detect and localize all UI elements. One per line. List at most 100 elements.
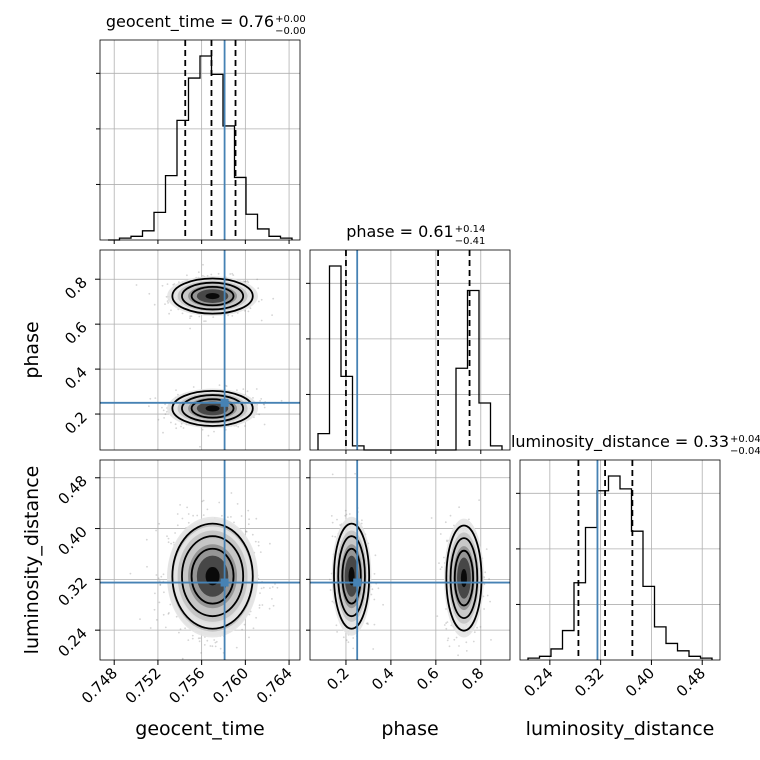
y-axis-label: phase xyxy=(21,321,43,378)
sample-point xyxy=(206,639,209,642)
scatter-panel-geocent_time-vs-luminosity_distance xyxy=(99,459,301,661)
sample-point xyxy=(155,529,158,532)
sample-point xyxy=(211,645,214,648)
panel-content xyxy=(329,472,492,657)
sample-point xyxy=(457,654,459,657)
density-level xyxy=(205,567,220,586)
x-tick-label: 0.6 xyxy=(413,664,443,694)
sample-point xyxy=(360,522,363,525)
sample-point xyxy=(372,648,375,650)
sample-point xyxy=(329,578,331,581)
sample-point xyxy=(192,386,195,388)
sample-point xyxy=(251,533,254,536)
sample-point xyxy=(227,314,230,317)
sample-point xyxy=(231,315,234,317)
sample-point xyxy=(271,586,274,588)
sample-point xyxy=(229,273,232,275)
y-tick-label: 0.24 xyxy=(54,624,90,660)
x-tick-label: 0.760 xyxy=(209,664,252,707)
panel-frame xyxy=(99,39,301,241)
panel-frame xyxy=(99,459,301,661)
sample-point xyxy=(189,317,191,319)
x-tick-label: 0.756 xyxy=(165,664,208,707)
panel-title: phase = 0.61 xyxy=(346,222,453,241)
sample-point xyxy=(172,541,175,544)
sample-point xyxy=(209,645,212,647)
density-level xyxy=(205,405,220,412)
hist-panel-luminosity_distance: luminosity_distance = 0.33 +0.04−0.04 xyxy=(511,432,760,661)
sample-point xyxy=(352,647,355,650)
sample-point xyxy=(230,492,233,494)
truth-marker xyxy=(220,398,229,407)
sample-point xyxy=(154,592,156,595)
sample-point xyxy=(246,280,249,283)
sample-point xyxy=(260,298,263,301)
sample-point xyxy=(445,627,448,630)
x-axis-label: geocent_time xyxy=(135,718,264,740)
x-tick-label: 0.8 xyxy=(458,664,488,694)
sample-point xyxy=(189,315,192,318)
sample-point xyxy=(233,521,235,524)
sample-point xyxy=(179,628,182,631)
sample-point xyxy=(170,309,172,312)
sample-point xyxy=(269,542,271,545)
sample-point xyxy=(204,320,207,322)
x-tick-label: 0.40 xyxy=(622,664,658,700)
sample-point xyxy=(164,303,166,305)
sample-point xyxy=(263,403,266,406)
sample-point xyxy=(175,427,178,430)
contour-line xyxy=(445,524,483,632)
title-minus: −0.41 xyxy=(455,236,486,247)
sample-point xyxy=(175,389,177,391)
sample-point xyxy=(489,600,491,603)
sample-point xyxy=(135,284,138,286)
sample-point xyxy=(173,283,176,285)
panel-frame xyxy=(99,249,301,451)
sample-point xyxy=(164,413,167,416)
sample-point xyxy=(478,499,480,501)
sample-point xyxy=(192,514,195,517)
sample-point xyxy=(197,637,200,640)
histogram-luminosity_distance xyxy=(527,475,713,660)
sample-point xyxy=(213,430,215,433)
sample-point xyxy=(202,514,205,516)
y-axis-phase: 0.2 0.4 0.6 0.8 phase xyxy=(21,273,100,438)
sample-point xyxy=(485,548,488,550)
sample-point xyxy=(203,644,206,646)
sample-point xyxy=(329,589,332,591)
sample-point xyxy=(382,603,384,606)
hist-panel-phase: phase = 0.61 +0.14−0.41 xyxy=(306,222,511,451)
y-tick-label: 0.8 xyxy=(61,273,91,303)
x-axis-label: phase xyxy=(381,718,438,740)
sample-point xyxy=(449,514,452,517)
sample-point xyxy=(243,623,246,626)
contour-line xyxy=(171,277,254,315)
sample-point xyxy=(198,640,201,643)
sample-point xyxy=(331,473,334,476)
sample-point xyxy=(167,537,170,540)
sample-point xyxy=(218,384,221,386)
sample-point xyxy=(180,422,183,425)
y-axis-label: luminosity_distance xyxy=(21,466,43,655)
x-tick-label: 0.48 xyxy=(673,664,709,700)
sample-point xyxy=(445,622,447,624)
x-tick-label: 0.752 xyxy=(122,664,165,707)
sample-point xyxy=(236,503,239,505)
sample-point xyxy=(206,508,209,511)
sample-point xyxy=(272,604,275,607)
sample-point xyxy=(258,604,261,607)
truth-marker xyxy=(220,578,229,587)
sample-point xyxy=(259,592,261,594)
sample-point xyxy=(153,608,156,611)
scatter-panel-geocent_time-vs-phase xyxy=(99,249,301,451)
panel-title: luminosity_distance = 0.33 xyxy=(511,432,729,452)
x-tick-label: 0.2 xyxy=(323,664,353,694)
sample-point xyxy=(348,513,351,515)
sample-point xyxy=(263,423,266,426)
sample-point xyxy=(445,608,447,610)
sample-point xyxy=(182,427,185,429)
sample-point xyxy=(181,312,184,315)
sample-point xyxy=(331,535,334,538)
scatter-panel-phase-vs-luminosity_distance xyxy=(309,459,511,661)
x-tick-label: 0.748 xyxy=(78,664,121,707)
